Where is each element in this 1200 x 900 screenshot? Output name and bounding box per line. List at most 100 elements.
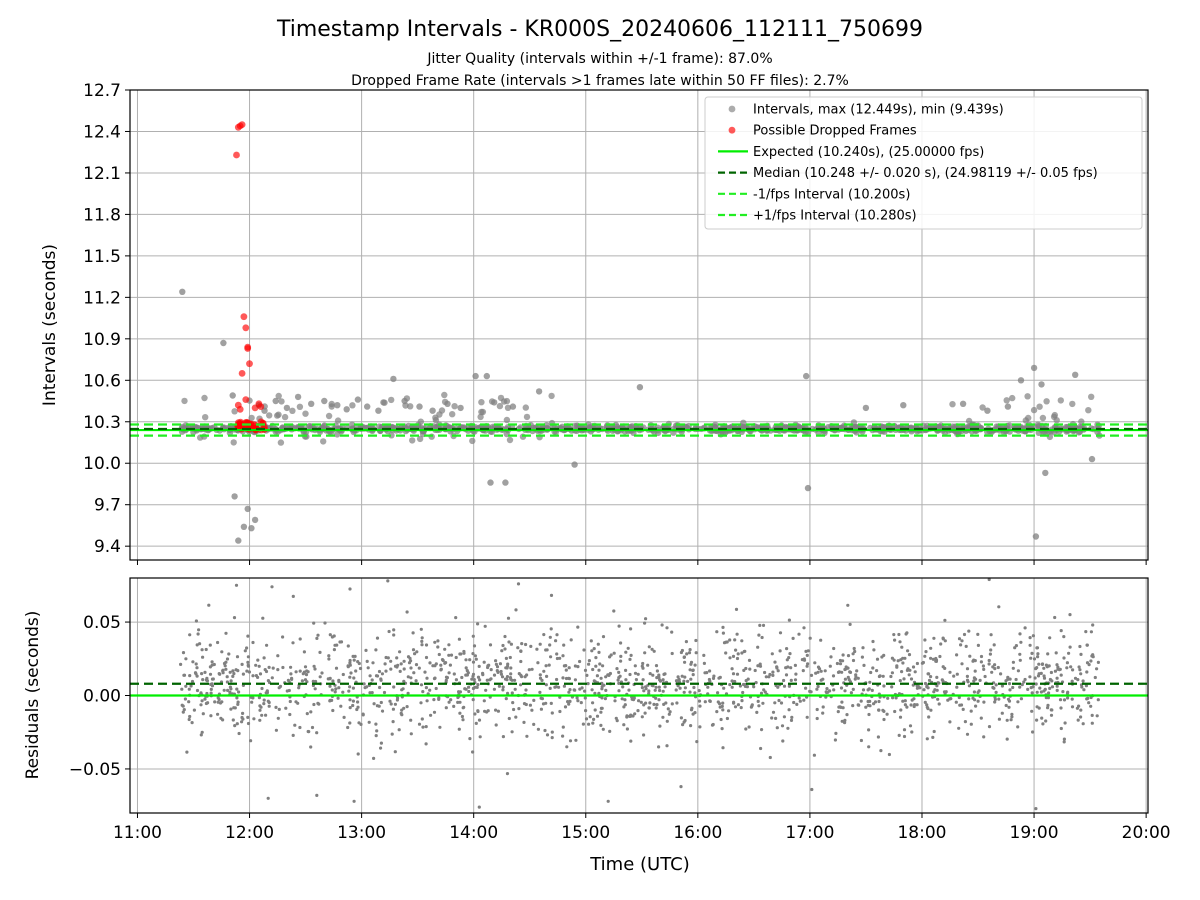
residual-point — [439, 663, 443, 667]
residual-point — [854, 673, 858, 677]
residual-point — [666, 707, 670, 711]
residual-point — [1019, 697, 1024, 701]
residual-point — [226, 688, 230, 693]
residual-point — [893, 709, 897, 714]
residual-point — [352, 658, 356, 662]
residual-point — [648, 672, 652, 676]
residual-point — [993, 663, 997, 667]
residual-point — [711, 722, 715, 727]
residual-point — [506, 662, 510, 666]
residual-point — [1085, 670, 1089, 674]
residual-point — [629, 653, 633, 658]
residual-point — [485, 710, 489, 714]
residual-point — [667, 712, 671, 716]
residual-point — [782, 715, 787, 719]
residual-point — [694, 638, 698, 643]
residual-point — [474, 721, 478, 726]
dropped-frame-point — [236, 405, 244, 413]
residual-point — [829, 655, 833, 659]
residual-point — [926, 686, 930, 690]
residual-point — [1005, 737, 1009, 741]
interval-point — [862, 404, 870, 412]
residual-point — [641, 678, 645, 682]
interval-point — [409, 437, 416, 444]
residual-point — [348, 658, 352, 663]
residual-point — [949, 697, 953, 701]
residual-point — [960, 662, 964, 666]
residual-point — [962, 632, 967, 637]
residual-point — [220, 700, 224, 704]
residual-point — [708, 699, 712, 703]
residuals-panel: 11:00 12:00 13:00 14:00 15:00 16:00 17:00 18:00… — [69, 577, 1171, 843]
residual-point — [306, 729, 310, 734]
residual-point — [877, 699, 881, 704]
residual-point — [902, 734, 907, 739]
residual-point — [1070, 679, 1074, 683]
top-y-tick-label: 11.5 — [83, 247, 121, 267]
residual-point — [875, 669, 879, 673]
residual-point — [549, 701, 553, 706]
residual-point — [809, 690, 813, 694]
residual-point — [205, 691, 209, 696]
residual-point — [760, 728, 764, 732]
residual-point — [733, 705, 738, 709]
residual-point — [787, 656, 791, 660]
residual-point — [798, 699, 802, 703]
residual-point — [348, 721, 352, 725]
interval-point — [502, 479, 509, 486]
residual-point — [625, 727, 630, 731]
residual-point — [1041, 722, 1045, 726]
residual-point — [477, 718, 482, 722]
residual-point — [246, 664, 251, 668]
interval-point — [478, 399, 485, 406]
residual-point — [955, 653, 959, 657]
residual-point — [291, 641, 295, 645]
residual-point — [731, 654, 736, 659]
residual-point — [501, 685, 505, 689]
residual-point — [315, 793, 319, 798]
residual-point — [890, 685, 894, 689]
residual-point — [197, 628, 201, 632]
residual-point — [391, 720, 395, 724]
residual-point — [902, 728, 907, 732]
interval-point — [949, 401, 956, 408]
residual-point — [885, 712, 889, 716]
residual-point — [797, 696, 801, 700]
residual-point — [740, 639, 744, 643]
residual-point — [327, 657, 331, 661]
interval-point — [416, 403, 423, 410]
residual-point — [923, 654, 927, 658]
residual-point — [734, 648, 738, 652]
residual-point — [778, 649, 782, 653]
residual-point — [720, 727, 724, 731]
residual-point — [496, 709, 500, 713]
interval-point — [244, 505, 251, 513]
residual-point — [434, 686, 438, 691]
residual-point — [184, 657, 188, 661]
bottom-y-tick-label: −0.05 — [69, 760, 121, 780]
residual-point — [449, 653, 454, 657]
residual-point — [419, 627, 423, 631]
residual-point — [310, 725, 315, 730]
residual-point — [1014, 644, 1019, 648]
residual-point — [805, 715, 809, 719]
residual-point — [405, 705, 409, 709]
residual-point — [372, 702, 376, 706]
x-axis-label: Time (UTC) — [589, 854, 690, 875]
residual-point — [348, 685, 352, 689]
residual-point — [733, 679, 737, 684]
residual-point — [195, 688, 200, 693]
residual-point — [229, 707, 233, 711]
interval-point — [388, 432, 395, 439]
residual-point — [203, 697, 207, 701]
residual-point — [1040, 662, 1045, 666]
residual-point — [1018, 652, 1022, 656]
residual-point — [389, 702, 393, 706]
residual-point — [200, 730, 204, 734]
residual-point — [989, 633, 993, 637]
residual-point — [1000, 684, 1005, 688]
interval-point — [449, 411, 456, 418]
residual-point — [549, 627, 553, 631]
residual-point — [352, 676, 356, 680]
interval-point — [548, 392, 555, 400]
